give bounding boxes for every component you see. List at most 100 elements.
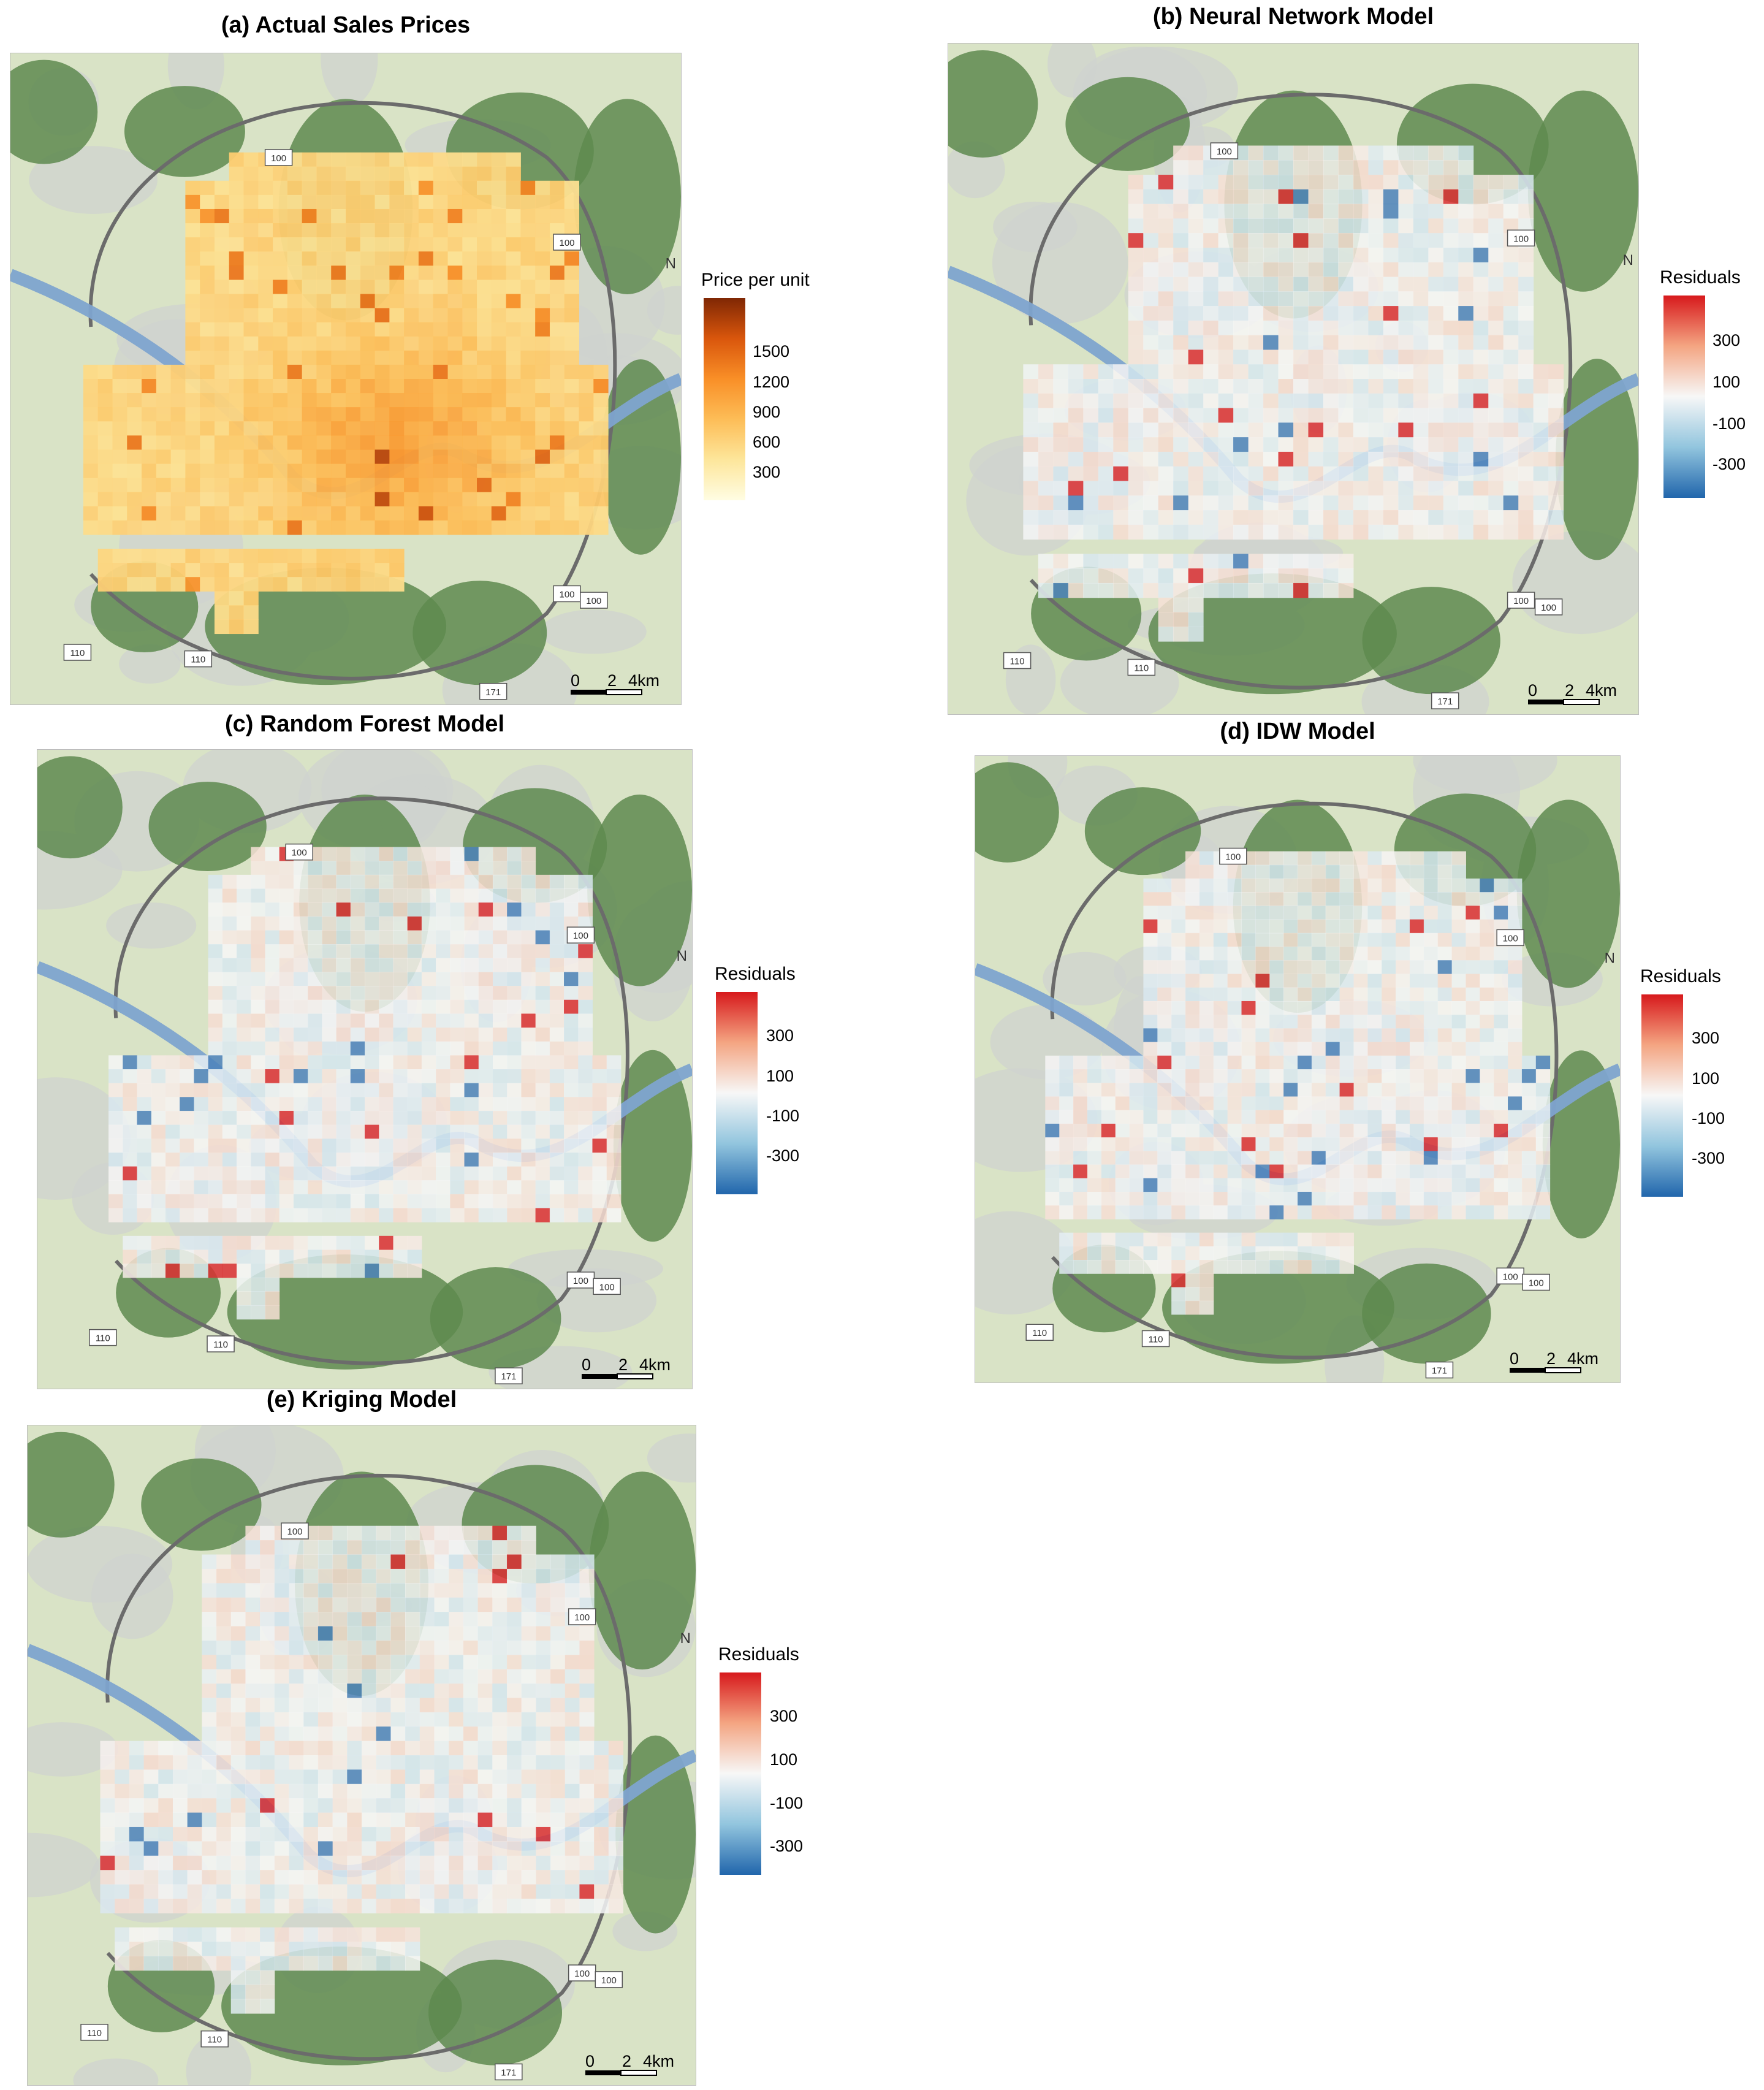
grid-cell — [1383, 349, 1399, 365]
grid-cell — [158, 1942, 173, 1956]
grid-cell — [1339, 1178, 1354, 1192]
grid-cell — [1494, 1042, 1508, 1056]
grid-cell — [606, 1166, 622, 1181]
grid-cell — [165, 1264, 180, 1278]
grid-cell — [477, 435, 492, 450]
grid-cell — [492, 1826, 508, 1842]
grid-cell — [279, 1055, 294, 1070]
grid-cell — [143, 1870, 159, 1885]
grid-cell — [419, 1884, 435, 1899]
grid-cell — [550, 1712, 566, 1727]
grid-cell — [1338, 408, 1354, 423]
grid-cell — [549, 1041, 565, 1056]
grid-cell — [550, 1726, 566, 1742]
scale-label: 0 — [585, 2052, 595, 2070]
grid-cell — [1199, 864, 1214, 879]
grid-cell — [1367, 1028, 1382, 1043]
grid-cell — [360, 223, 376, 238]
grid-cell — [302, 152, 317, 167]
grid-cell — [287, 364, 303, 379]
grid-cell — [332, 1870, 348, 1885]
grid-cell — [308, 958, 322, 972]
grid-cell — [1241, 919, 1256, 934]
grid-cell — [1269, 1205, 1284, 1219]
grid-cell — [1218, 408, 1234, 423]
grid-cell — [127, 449, 142, 465]
grid-cell — [346, 280, 361, 294]
grid-cell — [405, 1583, 420, 1598]
grid-cell — [1323, 218, 1339, 234]
grid-cell — [229, 449, 245, 465]
legend-tick: -300 — [766, 1146, 800, 1165]
grid-cell — [229, 294, 245, 309]
grid-cell — [293, 1097, 308, 1112]
grid-cell — [1409, 1191, 1424, 1206]
grid-cell — [407, 1013, 422, 1028]
grid-cell — [1458, 451, 1474, 467]
grid-cell — [390, 1855, 406, 1871]
grid-cell — [521, 1583, 536, 1598]
grid-cell — [83, 478, 99, 493]
grid-cell — [230, 1999, 246, 2014]
grid-cell — [346, 180, 361, 196]
grid-cell — [491, 421, 507, 436]
grid-cell — [129, 1783, 145, 1799]
grid-cell — [137, 1124, 152, 1139]
grid-cell — [1101, 1096, 1116, 1111]
grid-cell — [421, 1041, 436, 1056]
grid-cell — [230, 1855, 246, 1871]
grid-cell — [549, 902, 565, 917]
grid-cell — [1293, 277, 1309, 292]
grid-cell — [1098, 524, 1114, 540]
grid-cell — [549, 407, 565, 422]
grid-cell — [1494, 1205, 1508, 1219]
grid-cell — [379, 999, 393, 1014]
grid-cell — [1518, 335, 1534, 350]
grid-cell — [1396, 1028, 1410, 1043]
grid-cell — [1413, 160, 1429, 175]
grid-cell — [1494, 1001, 1508, 1015]
grid-cell — [316, 322, 332, 337]
grid-cell — [1367, 878, 1382, 893]
grid-cell — [332, 1769, 348, 1785]
grid-cell — [1087, 1055, 1102, 1070]
grid-cell — [1038, 495, 1054, 511]
grid-cell — [447, 407, 463, 422]
grid-cell — [592, 1069, 607, 1084]
grid-cell — [322, 902, 337, 917]
grid-cell — [1143, 393, 1159, 409]
road-shield-label: 110 — [213, 1340, 228, 1350]
grid-cell — [536, 1884, 551, 1899]
grid-cell — [360, 237, 376, 252]
grid-cell — [1503, 393, 1519, 409]
grid-cell — [332, 1826, 348, 1842]
grid-cell — [1437, 1151, 1453, 1165]
road-shield-box — [568, 1608, 596, 1625]
grid-cell — [1278, 233, 1294, 248]
grid-cell — [1269, 1015, 1284, 1029]
grid-cell — [258, 350, 273, 365]
grid-cell — [564, 1083, 579, 1097]
grid-cell — [390, 1755, 406, 1770]
grid-cell — [317, 1554, 333, 1569]
grid-cell — [251, 944, 265, 959]
grid-cell — [407, 1124, 422, 1139]
grid-cell — [1398, 408, 1414, 423]
grid-cell — [434, 1540, 449, 1555]
forest-area — [1527, 90, 1638, 292]
grid-cell — [347, 1783, 362, 1799]
grid-cell — [549, 506, 565, 521]
grid-cell — [230, 1568, 246, 1584]
grid-cell — [187, 1884, 202, 1899]
grid-cell — [1409, 987, 1424, 1002]
grid-cell — [265, 1249, 280, 1264]
grid-cell — [156, 364, 172, 379]
grid-cell — [434, 1525, 449, 1541]
grid-cell — [308, 1110, 322, 1126]
grid-cell — [216, 1712, 232, 1727]
grid-cell — [1451, 1137, 1466, 1151]
grid-cell — [185, 350, 200, 365]
grid-cell — [608, 1755, 624, 1770]
grid-cell — [1518, 379, 1534, 394]
grid-cell — [1157, 1110, 1172, 1124]
